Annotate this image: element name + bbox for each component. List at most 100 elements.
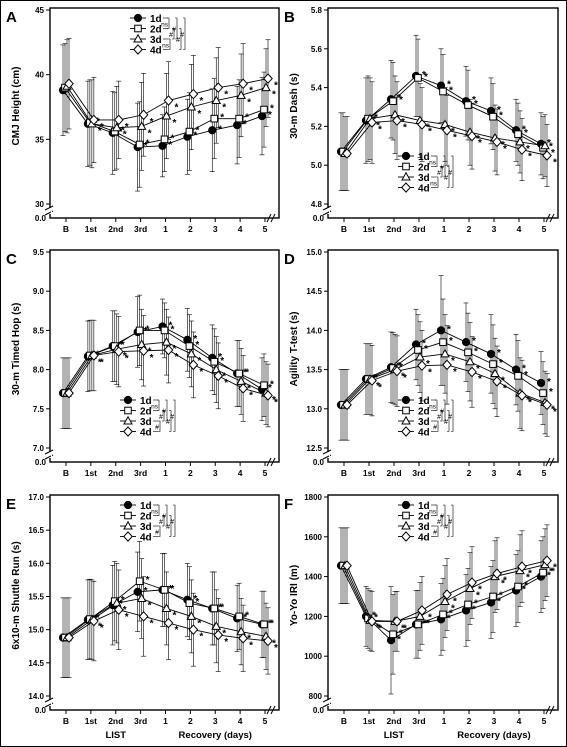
legend-marker-3d <box>401 520 411 530</box>
legend-marker-1d <box>123 395 133 405</box>
bracket-label: # <box>170 519 174 526</box>
legend-label: 4d <box>418 428 430 439</box>
significance-star: * <box>98 126 102 137</box>
bracket-label: ns <box>151 508 159 515</box>
data-point-3d <box>515 136 525 146</box>
plot-frame <box>327 249 559 463</box>
data-point-4d <box>88 114 99 126</box>
significance-star: * <box>428 368 432 379</box>
significance-star: * <box>195 597 199 608</box>
significance-bracket <box>158 420 161 432</box>
x-tick-label: 3rd <box>412 468 425 478</box>
axis-break-gap <box>324 208 332 214</box>
panel-letter: D <box>284 251 295 268</box>
significance-star: * <box>119 340 123 351</box>
axis-break-gap <box>46 208 54 214</box>
legend-marker-2d <box>124 406 132 415</box>
x-tick-label: 3rd <box>412 224 425 234</box>
plot-frame <box>49 249 280 463</box>
legend-marker-1d <box>401 500 411 510</box>
significance-star: * <box>150 618 154 629</box>
x-tick-label: 4 <box>238 716 243 726</box>
x-tick-label: 1st <box>85 224 97 234</box>
significance-star: * <box>270 104 274 115</box>
x-tick-label: 3 <box>492 468 497 478</box>
y-axis-label: Agility T-test (s) <box>289 311 300 386</box>
data-point-2d <box>160 586 169 594</box>
legend-marker-3d <box>401 171 411 181</box>
data-point-3d <box>261 82 271 92</box>
significance-star: * <box>96 117 100 128</box>
x-tick-label: 2nd <box>386 224 401 234</box>
legend-marker-3d <box>123 520 133 530</box>
significance-star: * <box>150 117 154 128</box>
legend-marker-3d <box>401 415 411 425</box>
significance-star: * <box>526 144 530 155</box>
significance-bracket <box>447 410 450 432</box>
data-point-2d <box>464 101 472 109</box>
data-point-2d <box>160 326 169 335</box>
significance-star: * <box>376 381 380 392</box>
data-point-4d <box>188 624 199 636</box>
y-tick-label: 7.5 <box>33 405 45 414</box>
plot-frame <box>49 7 280 219</box>
significance-star: * <box>474 598 478 609</box>
data-point-4d <box>113 346 124 357</box>
bracket-label: # <box>433 424 437 431</box>
bracket-label: # <box>180 32 184 39</box>
significance-star: * <box>224 637 228 648</box>
x-tick-label: 5 <box>542 468 547 478</box>
y-tick-label: 12.5 <box>306 444 322 453</box>
data-point-4d <box>417 119 427 130</box>
x-tick-label: 1 <box>442 468 447 478</box>
significance-star: * <box>503 144 507 155</box>
bracket-label: ns <box>429 159 437 166</box>
significance-star: * <box>476 364 480 375</box>
data-point-3d <box>440 348 450 358</box>
x-tick-label: B <box>341 468 347 478</box>
significance-bracket <box>435 504 438 516</box>
bracket-label: # <box>155 529 159 536</box>
data-point-1d <box>257 111 267 121</box>
significance-star: * <box>173 610 177 621</box>
data-point-2d <box>210 604 219 613</box>
legend-marker-3d <box>133 33 143 43</box>
x-tick-label: 1st <box>85 716 97 726</box>
y-tick-label: 800 <box>309 692 323 701</box>
significance-star: * <box>522 585 526 596</box>
y-axis-label: 30-m Dash (s) <box>289 73 300 139</box>
data-point-3d <box>161 336 172 346</box>
bracket-label: # <box>155 424 159 431</box>
significance-star: * <box>422 339 426 350</box>
significance-star: * <box>522 124 526 135</box>
bracket-label: # <box>437 519 441 526</box>
data-point-4d <box>238 632 249 644</box>
data-point-2d <box>414 74 422 82</box>
data-point-4d <box>442 589 452 600</box>
significance-star: * <box>272 395 276 406</box>
significance-star: * <box>197 356 201 367</box>
significance-star: * <box>501 376 505 387</box>
significance-star: * <box>497 105 501 116</box>
data-point-3d <box>161 603 172 612</box>
legend-label: 4d <box>150 46 162 57</box>
x-axis-break <box>545 213 555 223</box>
significance-star: * <box>426 123 430 134</box>
y-axis-label: 30-m Timed Hop (s) <box>11 303 22 396</box>
y-tick-label: 8.0 <box>33 366 45 375</box>
significance-star: * <box>426 618 430 629</box>
data-point-2d <box>414 620 422 629</box>
significance-star: * <box>499 111 503 122</box>
significance-star: * <box>222 103 226 114</box>
x-axis-break <box>266 705 276 715</box>
significance-star: * <box>378 125 382 136</box>
significance-star: * <box>199 632 203 643</box>
x-tick-label: 3rd <box>412 716 425 726</box>
data-point-3d <box>186 348 197 358</box>
y-tick-label: 14.5 <box>306 287 322 296</box>
data-point-2d <box>260 620 268 629</box>
y-tick-zero: 0.0 <box>313 706 325 715</box>
significance-star: * <box>199 96 203 107</box>
data-point-2d <box>439 610 447 619</box>
